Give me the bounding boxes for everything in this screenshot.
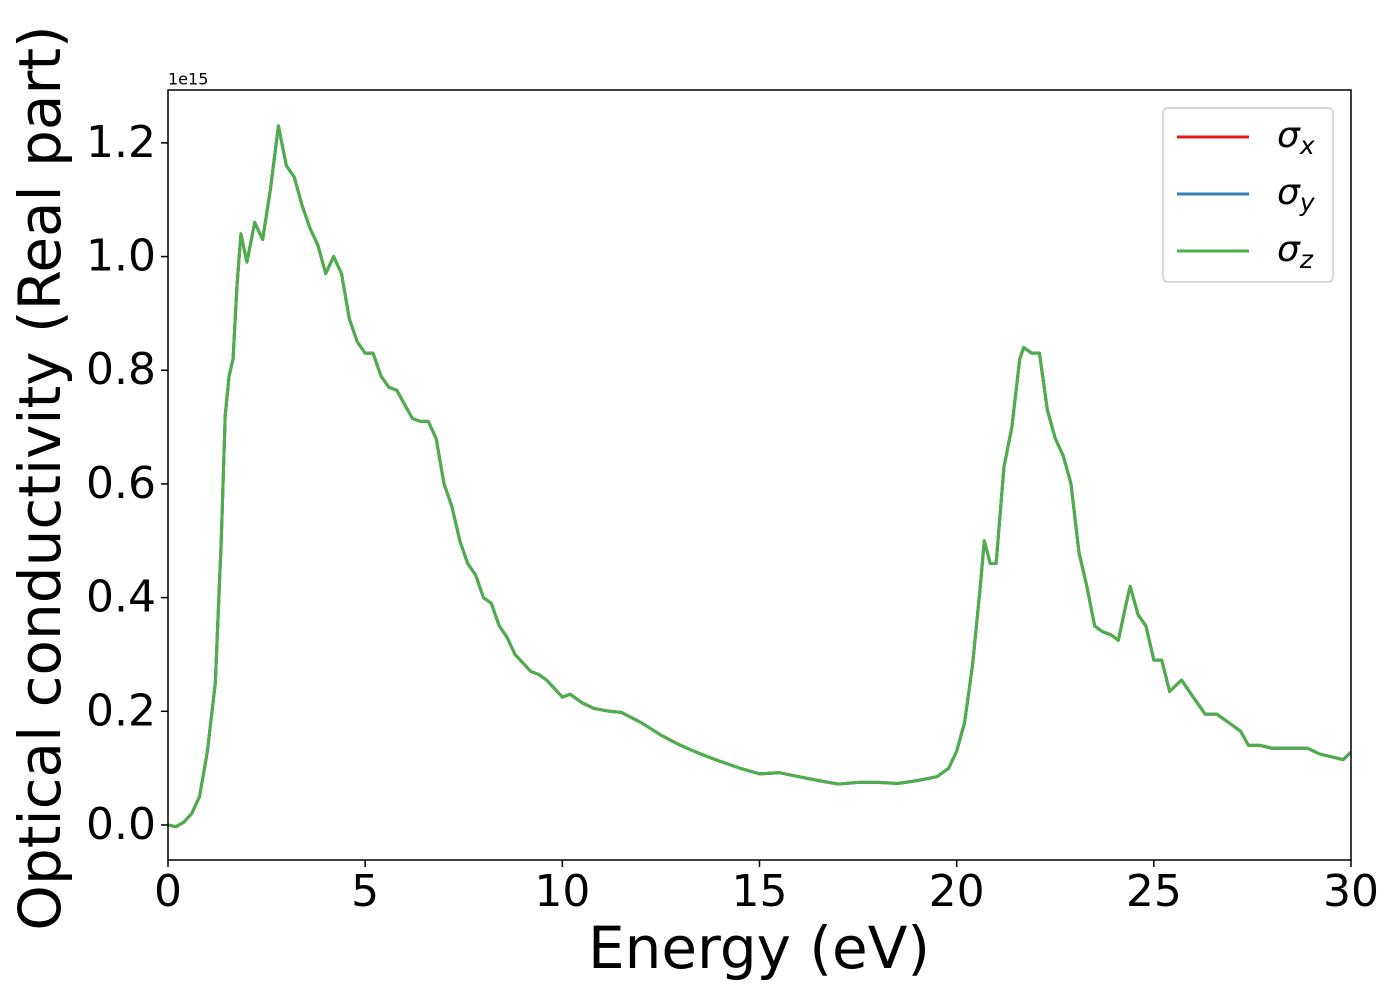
y-tick-label: 0.4: [86, 572, 156, 623]
legend-label-main: σ: [1277, 115, 1301, 156]
legend-label-sub: x: [1299, 131, 1315, 160]
y-tick-label: 0.6: [86, 458, 156, 509]
y-tick-label: 0.0: [86, 799, 156, 850]
x-tick-label: 20: [929, 866, 985, 917]
legend-label: σx: [1277, 115, 1315, 160]
legend-label-main: σ: [1277, 229, 1301, 270]
y-tick-label: 1.0: [86, 231, 156, 282]
plot-frame: [167, 89, 1352, 861]
x-tick-label: 5: [351, 866, 379, 917]
x-tick-label: 15: [732, 866, 788, 917]
x-tick-label: 0: [154, 866, 182, 917]
legend-label-sub: y: [1299, 188, 1316, 217]
x-tick-label: 25: [1126, 866, 1182, 917]
y-axis-label: Optical conductivity (Real part): [6, 25, 74, 930]
y-tick-label: 1.2: [86, 117, 156, 168]
y-tick-label: 0.2: [86, 685, 156, 736]
x-tick-label: 30: [1323, 866, 1379, 917]
legend-label: σz: [1277, 229, 1314, 274]
legend-label-sub: z: [1299, 245, 1314, 274]
x-tick-label: 10: [534, 866, 590, 917]
y-tick-label: 0.8: [86, 344, 156, 395]
series-line: [168, 124, 1351, 829]
legend-label: σy: [1277, 172, 1316, 217]
x-axis-label: Energy (eV): [588, 914, 930, 982]
y-offset-label: 1e15: [168, 70, 208, 89]
legend-label-main: σ: [1277, 172, 1301, 213]
